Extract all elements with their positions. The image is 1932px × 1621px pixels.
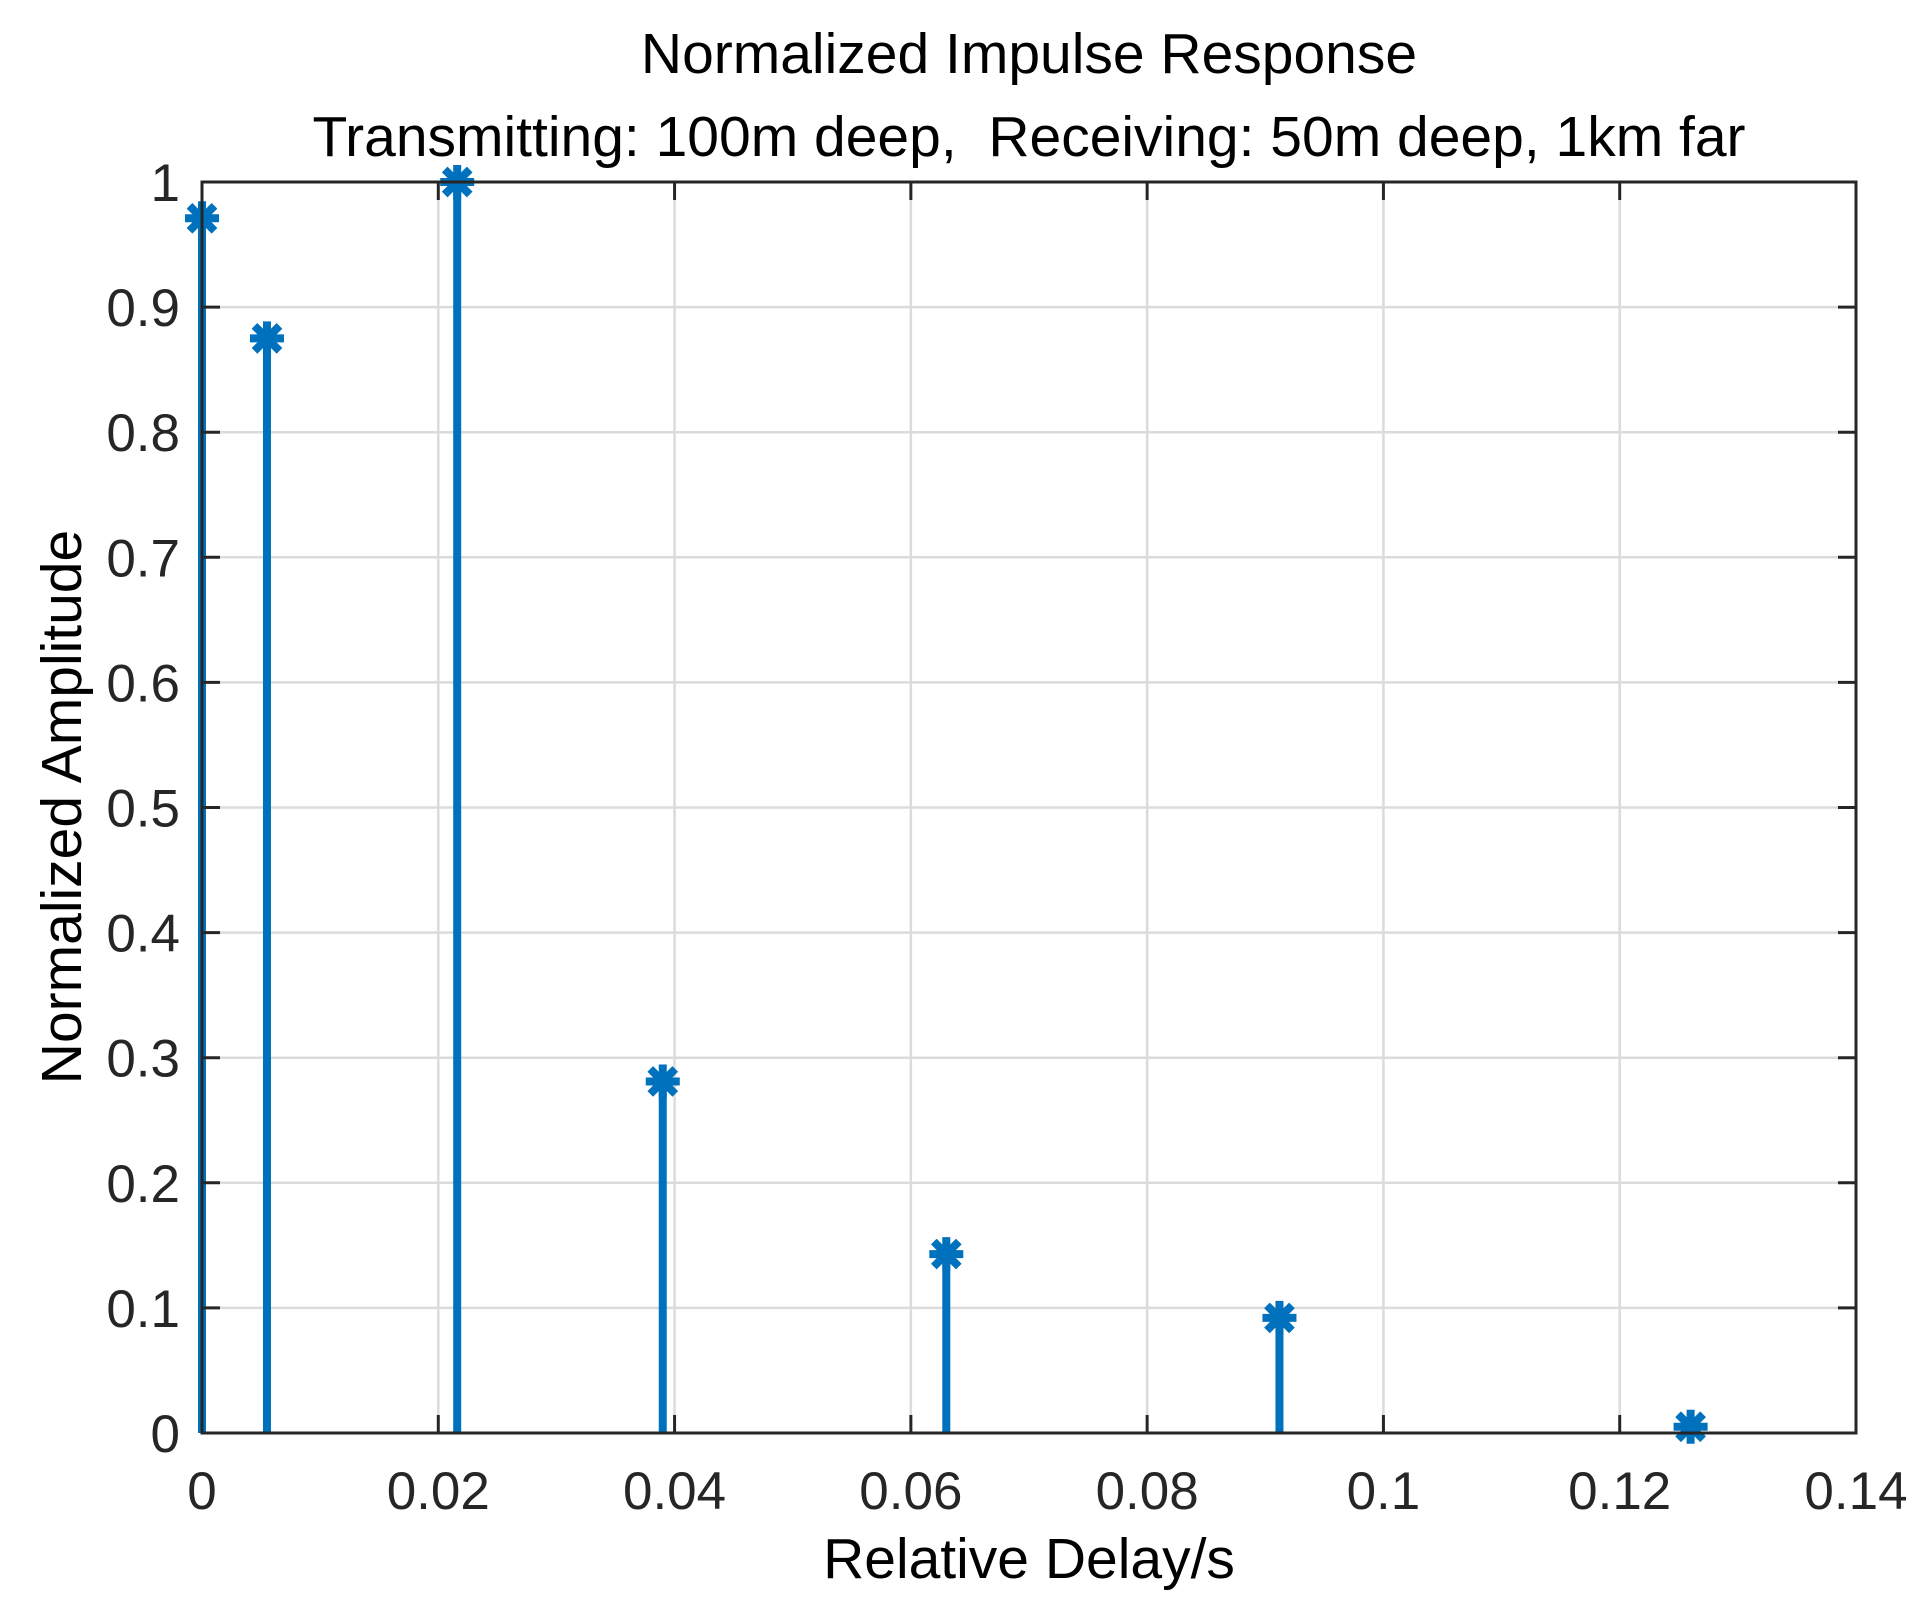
marker-spoke	[647, 1066, 679, 1097]
y-tick-label: 0.9	[106, 279, 180, 338]
marker-spoke	[1264, 1302, 1295, 1334]
x-tick-label: 0.12	[1568, 1462, 1671, 1521]
x-tick-label: 0.02	[387, 1462, 490, 1521]
chart-title: Normalized Impulse Response	[641, 22, 1417, 86]
x-axis-label: Relative Delay/s	[823, 1527, 1235, 1591]
marker-spoke	[930, 1238, 962, 1270]
tick-label-layer: 0 0.02 0.04 0.06 0.08 0.1 0.12 0.14 0 0.1 0.2 0.3 0.…	[106, 154, 1907, 1521]
y-tick-label: 0.7	[106, 529, 180, 588]
asterisk-marker	[645, 1064, 680, 1099]
grid-layer	[202, 182, 1856, 1433]
stem-series-layer	[185, 165, 1708, 1444]
marker-spoke	[1675, 1411, 1706, 1443]
x-tick-label: 0.04	[623, 1462, 726, 1521]
asterisk-marker	[1673, 1409, 1708, 1444]
chart-subtitle: Transmitting: 100m deep, Receiving: 50m …	[312, 105, 1745, 169]
y-tick-label: 0.2	[106, 1155, 180, 1214]
x-tick-label: 0.06	[859, 1462, 962, 1521]
axes-layer	[200, 180, 1858, 1435]
y-tick-label: 0.5	[106, 780, 180, 839]
marker-spoke	[251, 323, 283, 354]
y-tick-label: 0.4	[106, 905, 180, 964]
asterisk-marker	[1262, 1300, 1297, 1335]
y-tick-label: 0.3	[106, 1030, 180, 1089]
asterisk-marker	[929, 1237, 964, 1272]
y-axis-label: Normalized Amplitude	[30, 530, 94, 1084]
x-tick-label: 0	[187, 1462, 216, 1521]
y-tick-label: 0.1	[106, 1280, 180, 1339]
y-tick-label: 0.6	[106, 654, 180, 713]
x-tick-label: 0.1	[1347, 1462, 1421, 1521]
y-tick-label: 0	[151, 1405, 180, 1464]
asterisk-marker	[249, 321, 284, 356]
x-tick-label: 0.14	[1804, 1462, 1907, 1521]
x-tick-label: 0.08	[1096, 1462, 1199, 1521]
y-tick-label: 0.8	[106, 404, 180, 463]
y-tick-label: 1	[151, 154, 180, 213]
